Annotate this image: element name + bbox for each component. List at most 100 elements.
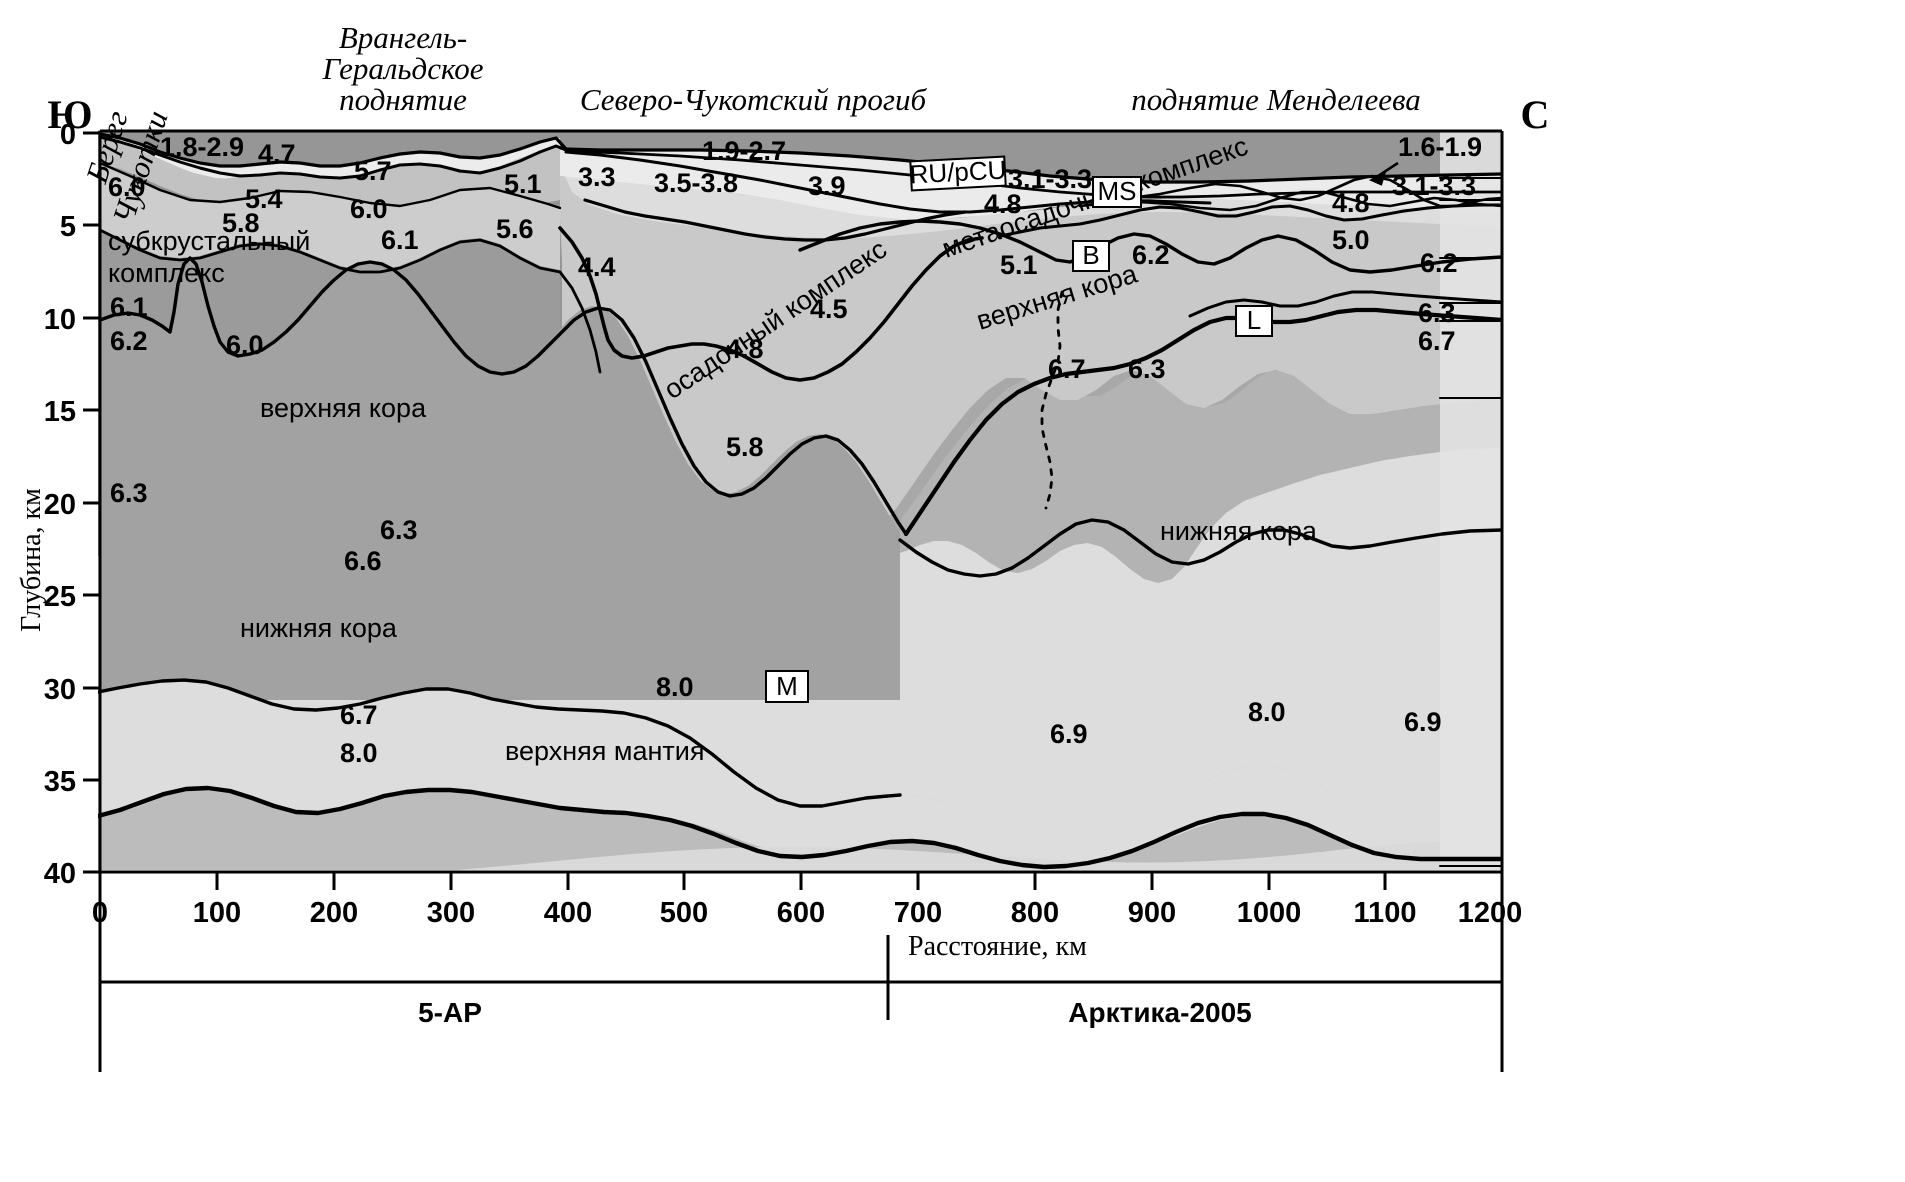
vel-23: 5.1 [1000, 250, 1038, 280]
vel-9: 5.1 [504, 169, 542, 199]
vel-48: 6.9 [1404, 707, 1442, 737]
vel-41: 6.6 [344, 546, 382, 576]
vel-20: 3.1-3.3 [1008, 164, 1092, 194]
vel-27: 4.8 [1332, 188, 1370, 218]
top-sediment-very-light [560, 150, 1502, 219]
vel-13: 1.9-2.7 [702, 136, 786, 166]
vel-36: 6.1 [110, 292, 148, 322]
boundary-ms [998, 203, 1502, 238]
boundary-upper-crust-base-left [98, 678, 902, 808]
vel-40: 6.3 [380, 515, 418, 545]
vel-12: 4.4 [578, 252, 616, 282]
vel-30: 6.2 [1420, 248, 1458, 278]
vel-46: 6.9 [1050, 719, 1088, 749]
boundary-50-right [1188, 290, 1502, 318]
boundary-thin-right-2 [1078, 190, 1502, 212]
right-edge-column [1440, 130, 1502, 870]
vel-37: 6.2 [110, 326, 148, 356]
y-axis-ticks [83, 131, 100, 874]
y-tick-20: 20 [44, 489, 76, 521]
x-tick-100: 100 [193, 897, 241, 929]
label-upper-mantle: верхняя мантия [505, 736, 704, 766]
boundary-l [898, 518, 1502, 578]
title-north-chukchi-trough: Северо-Чукотский прогиб [580, 82, 928, 117]
x-tick-700: 700 [894, 897, 942, 929]
fault-dotted [1040, 290, 1064, 510]
vel-44: 8.0 [656, 672, 694, 702]
vel-4: 5.4 [245, 184, 283, 214]
upper-mantle-body2 [98, 788, 1502, 870]
vel-14: 3.5-3.8 [654, 168, 738, 198]
boundary-left-fine-1 [98, 161, 562, 210]
marker-l: L [1235, 305, 1273, 337]
boundary-35-38-lens [583, 198, 967, 242]
vel-34: 6.7 [1048, 354, 1086, 384]
marker-ms-label: MS [1098, 176, 1137, 206]
boundary-sed1-left [98, 135, 568, 180]
vel-43: 8.0 [340, 738, 378, 768]
vel-10: 5.6 [496, 214, 534, 244]
y-tick-10: 10 [44, 304, 76, 336]
vel-8: 6.1 [381, 225, 419, 255]
x-tick-500: 500 [660, 897, 708, 929]
marker-b: B [1072, 240, 1110, 272]
vel-3: 6.0 [108, 172, 146, 202]
vel-17: 4.8 [726, 334, 764, 364]
title-mendeleev-rise: поднятие Менделеева [1131, 82, 1421, 117]
left-54-58-band [100, 163, 560, 270]
y-tick-15: 15 [44, 396, 76, 428]
vel-5: 5.8 [222, 208, 260, 238]
label-subcrustal-l2: комплекс [108, 258, 225, 288]
y-tick-40: 40 [44, 858, 76, 890]
y-tick-0: 0 [60, 119, 76, 151]
x-tick-300: 300 [427, 897, 475, 929]
vel-15: 3.9 [808, 171, 846, 201]
sedimentary-upper-light [565, 176, 1502, 238]
vel-29: 1.6-1.9 [1398, 132, 1482, 162]
vel-35: 6.3 [1128, 354, 1166, 384]
label-subcrustal-l1: субкрустальный [108, 226, 310, 256]
title-wrangel-line3: поднятие [339, 82, 467, 117]
vel-11: 3.3 [578, 162, 616, 192]
vel-25: 6.2 [1132, 240, 1170, 270]
label-lower-crust-right: нижняя кора [1160, 516, 1318, 546]
vel-7: 6.0 [350, 194, 388, 224]
vel-33: 6.7 [1418, 326, 1456, 356]
x-tick-1000: 1000 [1237, 897, 1302, 929]
label-lower-crust-left: нижняя кора [240, 613, 398, 643]
vel-42: 6.7 [340, 700, 378, 730]
vel-6: 5.7 [354, 156, 392, 186]
x-tick-600: 600 [777, 897, 825, 929]
vel-28: 3.1-3.3 [1392, 171, 1476, 201]
marker-m-label: M [776, 671, 798, 701]
vel-16: 4.5 [810, 294, 848, 324]
boundary-rupcu [564, 149, 1502, 199]
boundary-moho [98, 785, 1502, 870]
vel-47: 8.0 [1248, 697, 1286, 727]
boundary-upper-crust-left [98, 256, 908, 536]
x-tick-400: 400 [544, 897, 592, 929]
boundary-metased-top [798, 219, 1502, 274]
y-tick-5: 5 [60, 211, 76, 243]
marker-ru-pcu: RU/pCU [909, 154, 1007, 192]
vel-26: 5.0 [1332, 225, 1370, 255]
marker-ms: MS [1092, 176, 1142, 208]
survey-segment-bars [98, 935, 1504, 1020]
title-wrangel-line1: Врангель- [339, 20, 467, 55]
y-tick-labels: 0 5 10 15 20 25 30 35 40 [44, 119, 76, 890]
left-47-band [100, 137, 560, 206]
label-upper-crust-left: верхняя кора [260, 393, 427, 423]
boundary-left-fine-2 [98, 228, 602, 374]
x-tick-0: 0 [92, 897, 108, 929]
left-upper-crust-body [100, 260, 900, 700]
x-tick-900: 900 [1128, 897, 1176, 929]
y-axis-title: Глубина, км [16, 488, 47, 632]
vel-39: 6.3 [110, 478, 148, 508]
vel-38: 6.0 [226, 330, 264, 360]
boundary-sed-base [558, 226, 984, 382]
orientation-north: С [1521, 92, 1550, 137]
x-tick-1100: 1100 [1354, 897, 1417, 929]
metasedimentary-band [900, 370, 1502, 583]
